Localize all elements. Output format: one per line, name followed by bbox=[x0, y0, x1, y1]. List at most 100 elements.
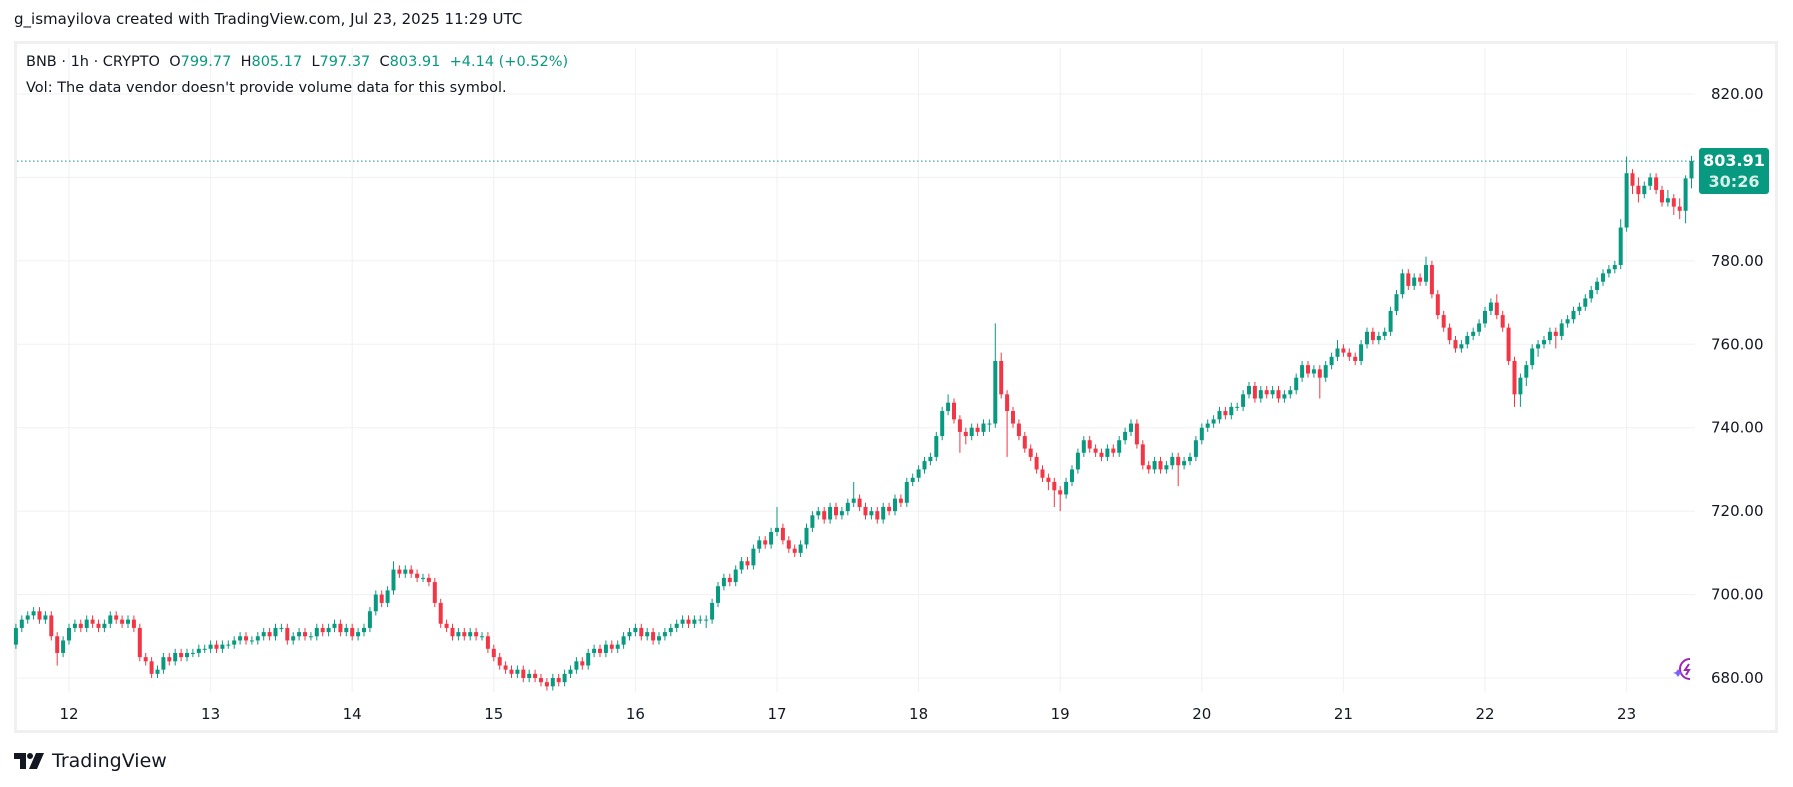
candle-body bbox=[1424, 265, 1428, 282]
candle bbox=[1400, 269, 1405, 299]
candle bbox=[1276, 386, 1281, 403]
candle bbox=[421, 573, 425, 583]
candle bbox=[574, 657, 579, 674]
candle-body bbox=[1264, 390, 1269, 395]
date-tick-label: 19 bbox=[1051, 705, 1070, 723]
candle-body bbox=[1211, 419, 1216, 424]
candle bbox=[1494, 294, 1499, 320]
candle-body bbox=[196, 648, 201, 653]
candle-body bbox=[1111, 448, 1116, 453]
candle-body bbox=[721, 577, 726, 587]
sparkle-lightning-icon[interactable] bbox=[1672, 656, 1698, 686]
candle bbox=[1654, 173, 1659, 195]
candle bbox=[403, 565, 408, 578]
candle bbox=[391, 561, 396, 595]
candle-body bbox=[1040, 469, 1045, 478]
candle bbox=[468, 627, 473, 641]
price-tick-label: 680.00 bbox=[1711, 669, 1764, 687]
candle-body bbox=[1241, 394, 1246, 407]
candle bbox=[497, 652, 502, 670]
candle bbox=[1370, 327, 1375, 345]
tradingview-logo[interactable]: TradingView bbox=[14, 750, 167, 772]
candle bbox=[1247, 381, 1251, 399]
candle bbox=[1559, 319, 1564, 341]
candle bbox=[1188, 452, 1192, 466]
candle-body bbox=[1435, 294, 1440, 316]
candle-body bbox=[84, 619, 89, 628]
candle-body bbox=[592, 648, 597, 653]
candle bbox=[185, 648, 189, 662]
candle bbox=[1264, 386, 1269, 399]
candle bbox=[556, 673, 561, 687]
candle-body bbox=[1093, 448, 1098, 453]
candle-body bbox=[1294, 377, 1299, 391]
date-tick-label: 16 bbox=[626, 705, 645, 723]
candle-body bbox=[639, 627, 644, 637]
candle-body bbox=[1087, 440, 1092, 449]
candle-body bbox=[1058, 490, 1063, 495]
close-value: 803.91 bbox=[389, 54, 441, 70]
candle bbox=[332, 619, 337, 633]
candle-body bbox=[1353, 356, 1358, 361]
candle bbox=[261, 627, 266, 641]
candle-body bbox=[1164, 465, 1169, 470]
time-axis: 12 13 14 15 16 17 18 19 20 21 22 23 bbox=[59, 705, 1636, 723]
candle-body bbox=[438, 602, 443, 624]
candle bbox=[757, 536, 762, 553]
candle bbox=[385, 586, 390, 608]
candle-body bbox=[1365, 331, 1369, 345]
candle-body bbox=[692, 619, 697, 624]
candle bbox=[745, 557, 750, 570]
candle bbox=[598, 644, 602, 658]
candle bbox=[898, 494, 903, 507]
candle bbox=[1064, 477, 1069, 499]
candle-body bbox=[981, 423, 986, 432]
candle-body bbox=[49, 615, 54, 637]
candles bbox=[13, 155, 1694, 691]
candle bbox=[1099, 448, 1104, 462]
candle bbox=[1105, 444, 1110, 462]
candle bbox=[1642, 181, 1647, 199]
candle bbox=[267, 627, 272, 641]
candle bbox=[373, 590, 378, 616]
candle bbox=[1241, 390, 1246, 412]
candle bbox=[1229, 402, 1234, 420]
price-tick-label: 760.00 bbox=[1711, 335, 1764, 353]
candle bbox=[238, 632, 243, 645]
candle-body bbox=[450, 627, 455, 637]
candle-body bbox=[1146, 465, 1151, 470]
candle-body bbox=[1429, 265, 1434, 295]
date-tick-label: 18 bbox=[909, 705, 928, 723]
symbol-info[interactable]: BNB · 1h · CRYPTO bbox=[26, 54, 160, 70]
candle-body bbox=[1270, 390, 1275, 395]
candle bbox=[1211, 415, 1216, 428]
candle bbox=[13, 623, 18, 649]
candle-body bbox=[887, 506, 892, 512]
open-label: O bbox=[169, 54, 181, 70]
candle-body bbox=[1217, 411, 1222, 420]
candle bbox=[816, 506, 821, 520]
candle-body bbox=[114, 615, 119, 620]
candle bbox=[928, 452, 933, 466]
candle bbox=[1601, 269, 1605, 286]
candle-body bbox=[244, 636, 248, 641]
candle bbox=[1270, 386, 1275, 399]
candle-body bbox=[350, 627, 355, 637]
candle-body bbox=[556, 678, 561, 683]
candle-body bbox=[1536, 344, 1541, 349]
candle bbox=[344, 623, 349, 637]
candle bbox=[480, 632, 484, 641]
candle bbox=[1441, 310, 1446, 332]
candle bbox=[1618, 219, 1623, 270]
candle-body bbox=[497, 657, 502, 666]
candle bbox=[1388, 306, 1393, 336]
candle bbox=[875, 506, 880, 524]
candle-body bbox=[1370, 331, 1375, 341]
candle bbox=[1140, 440, 1145, 470]
candle-body bbox=[845, 502, 850, 512]
price-tick-label: 700.00 bbox=[1711, 586, 1764, 604]
candle bbox=[126, 615, 130, 628]
candle-body bbox=[1170, 456, 1175, 466]
candle-body bbox=[1382, 331, 1387, 336]
